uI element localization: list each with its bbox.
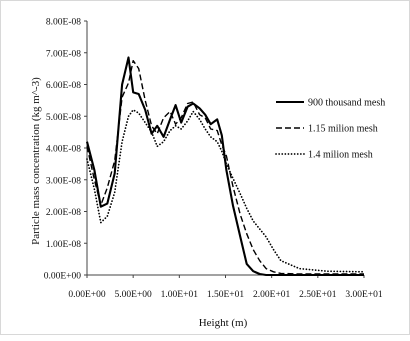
series-line-3 xyxy=(86,109,365,273)
legend: 900 thousand mesh 1.15 milion mesh 1.4 mil… xyxy=(275,98,385,161)
x-tick-label: 2.00E+01 xyxy=(253,290,291,300)
y-axis-label: Particle mass concentration (kg m^-3) xyxy=(30,77,42,245)
x-tick-label: 5.00E+00 xyxy=(115,290,153,300)
y-tick-label: 7.00E-08 xyxy=(46,49,81,59)
y-tick-label: 4.00E-08 xyxy=(46,145,81,155)
series-layer xyxy=(85,56,365,277)
y-tick-label: 5.00E-08 xyxy=(46,113,81,123)
axes: 0.00E+00 1.00E-08 2.00E-08 3.00E-08 4.00E-08… xyxy=(44,18,383,301)
y-tick-label: 2.00E-08 xyxy=(46,208,81,218)
legend-label-2: 1.15 milion mesh xyxy=(308,124,378,135)
x-tick-label: 1.50E+01 xyxy=(207,290,245,300)
x-axis-label: Height (m) xyxy=(199,317,248,329)
x-tick-label: 3.00E+01 xyxy=(345,290,383,300)
y-tick-label: 0.00E+00 xyxy=(44,272,82,282)
series-line-1 xyxy=(85,56,364,277)
y-tick-label: 3.00E-08 xyxy=(46,176,81,186)
x-tick-label: 1.00E+01 xyxy=(161,290,199,300)
x-tick-label: 0.00E+00 xyxy=(68,290,106,300)
legend-label-1: 900 thousand mesh xyxy=(308,98,385,109)
y-tick-label: 8.00E-08 xyxy=(46,18,81,28)
y-tick-label: 1.00E-08 xyxy=(46,240,81,250)
x-tick-label: 2.50E+01 xyxy=(299,290,337,300)
legend-label-3: 1.4 milion mesh xyxy=(308,150,373,161)
y-tick-label: 6.00E-08 xyxy=(46,81,81,91)
series-line-2 xyxy=(86,60,364,275)
